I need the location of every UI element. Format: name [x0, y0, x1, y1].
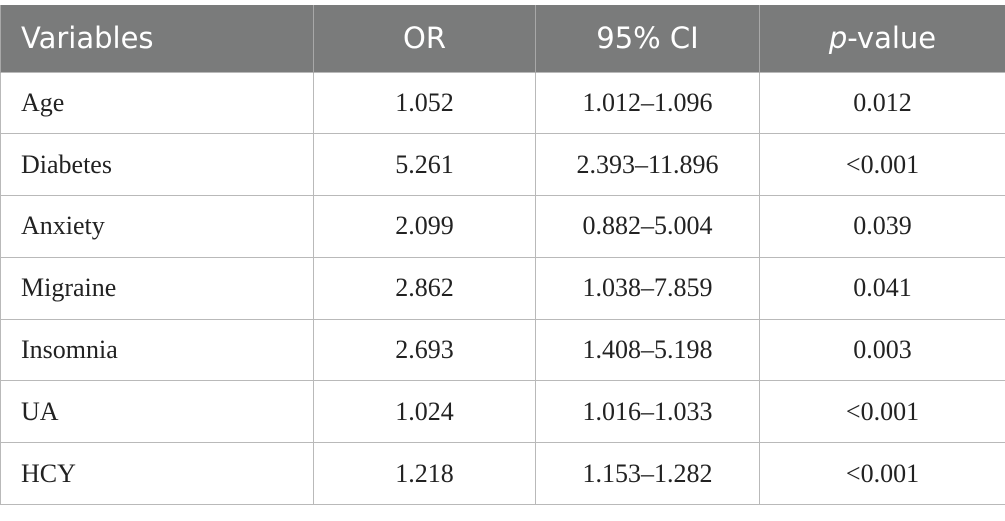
cell-ci: 2.393–11.896 — [535, 133, 760, 197]
table-row: Age 1.052 1.012–1.096 0.012 — [0, 71, 1005, 135]
cell-variable: Age — [0, 71, 314, 135]
cell-variable: Diabetes — [0, 133, 314, 197]
cell-or: 2.099 — [313, 195, 536, 258]
table-row: Diabetes 5.261 2.393–11.896 <0.001 — [0, 133, 1005, 197]
table-row: HCY 1.218 1.153–1.282 <0.001 — [0, 442, 1005, 506]
table-header: Variables OR 95% CI p-value — [0, 5, 1005, 72]
results-table: Variables OR 95% CI p-value Age 1.052 1.… — [0, 5, 1005, 506]
table-row: Insomnia 2.693 1.408–5.198 0.003 — [0, 318, 1005, 382]
header-ci: 95% CI — [535, 5, 760, 72]
cell-variable: UA — [0, 380, 314, 444]
cell-ci: 1.016–1.033 — [535, 380, 760, 444]
cell-or: 2.693 — [313, 318, 536, 382]
header-row: Variables OR 95% CI p-value — [0, 5, 1005, 72]
cell-variable: Migraine — [0, 256, 314, 320]
header-p-italic: p — [828, 21, 848, 56]
cell-ci: 0.882–5.004 — [535, 195, 760, 258]
cell-or: 1.052 — [313, 71, 536, 135]
cell-or: 5.261 — [313, 133, 536, 197]
cell-or: 1.218 — [313, 442, 536, 506]
table-row: UA 1.024 1.016–1.033 <0.001 — [0, 380, 1005, 444]
cell-p-value: 0.012 — [759, 71, 1005, 135]
cell-ci: 1.012–1.096 — [535, 71, 760, 135]
cell-p-value: <0.001 — [759, 380, 1005, 444]
header-p-value: p-value — [759, 5, 1005, 72]
table-body: Age 1.052 1.012–1.096 0.012 Diabetes 5.2… — [0, 71, 1005, 506]
cell-p-value: 0.039 — [759, 195, 1005, 258]
cell-ci: 1.153–1.282 — [535, 442, 760, 506]
table-row: Anxiety 2.099 0.882–5.004 0.039 — [0, 195, 1005, 258]
cell-variable: Insomnia — [0, 318, 314, 382]
cell-or: 1.024 — [313, 380, 536, 444]
cell-ci: 1.038–7.859 — [535, 256, 760, 320]
cell-p-value: 0.041 — [759, 256, 1005, 320]
table-row: Migraine 2.862 1.038–7.859 0.041 — [0, 256, 1005, 320]
header-p-rest: -value — [847, 21, 937, 56]
header-variables: Variables — [0, 5, 314, 72]
cell-variable: Anxiety — [0, 195, 314, 258]
cell-ci: 1.408–5.198 — [535, 318, 760, 382]
cell-or: 2.862 — [313, 256, 536, 320]
cell-p-value: <0.001 — [759, 133, 1005, 197]
cell-variable: HCY — [0, 442, 314, 506]
cell-p-value: <0.001 — [759, 442, 1005, 506]
cell-p-value: 0.003 — [759, 318, 1005, 382]
header-or: OR — [313, 5, 536, 72]
